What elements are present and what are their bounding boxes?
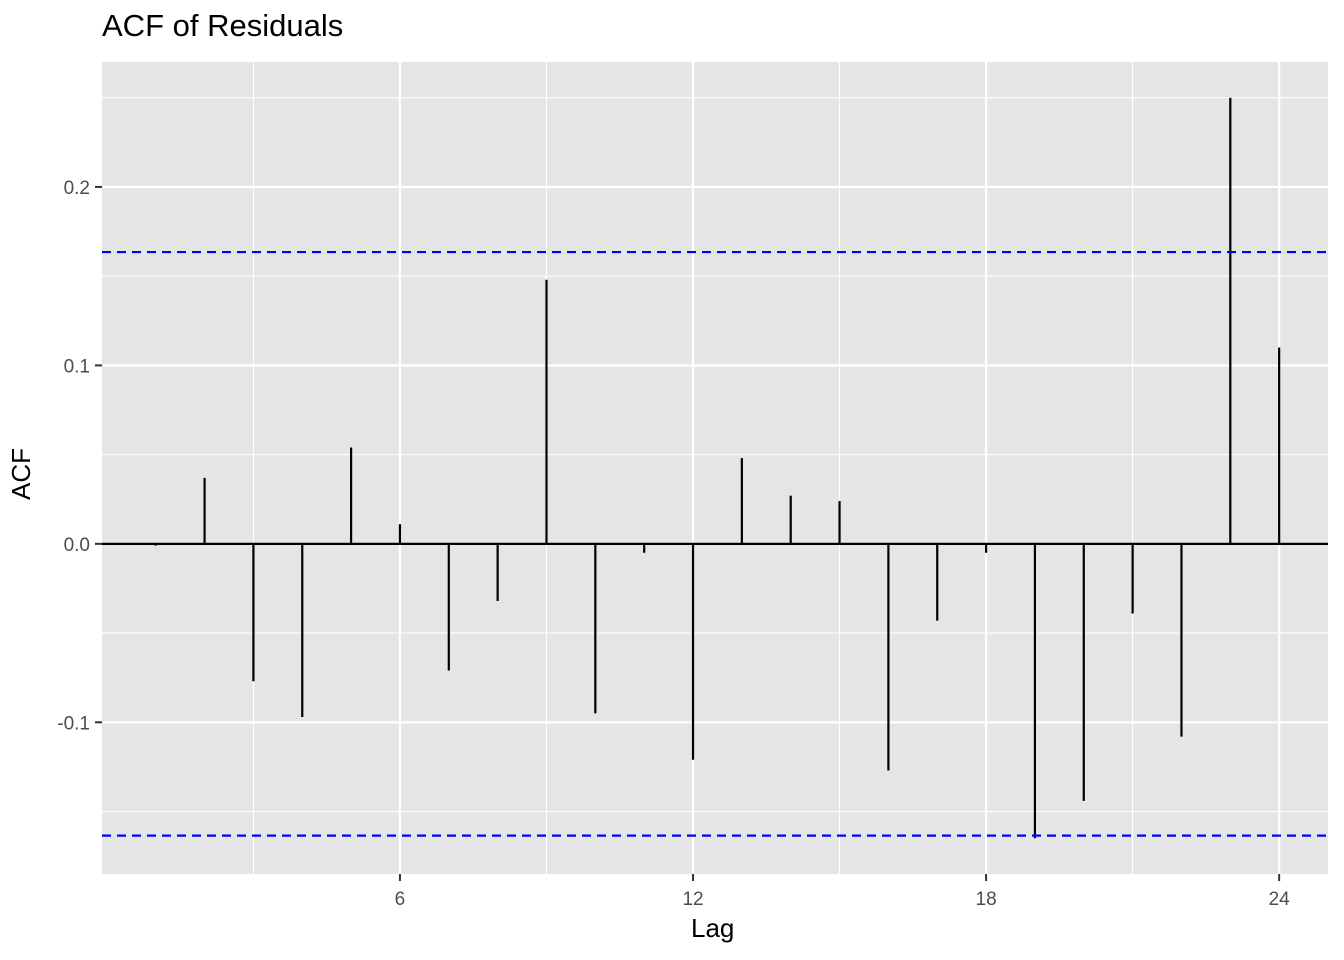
y-axis-label: ACF — [6, 448, 36, 500]
x-tick-label: 24 — [1269, 889, 1291, 910]
y-tick-label: 0.0 — [64, 535, 90, 556]
y-tick-label: 0.1 — [64, 356, 90, 377]
y-tick-labels: -0.1 0.0 0.1 0.2 — [57, 178, 90, 734]
x-tick-label: 12 — [682, 889, 703, 910]
x-tick-label: 18 — [976, 889, 997, 910]
confidence-bounds — [102, 250, 1328, 837]
axis-ticks — [95, 185, 1281, 881]
x-tick-label: 6 — [395, 889, 406, 910]
x-tick-labels: 6 12 18 24 — [395, 889, 1290, 910]
x-axis-label: Lag — [691, 913, 735, 943]
plot-panel — [102, 62, 1328, 874]
acf-bars — [154, 97, 1281, 839]
chart-title: ACF of Residuals — [102, 8, 344, 43]
y-tick-label: -0.1 — [57, 713, 90, 734]
y-tick-label: 0.2 — [64, 178, 90, 199]
